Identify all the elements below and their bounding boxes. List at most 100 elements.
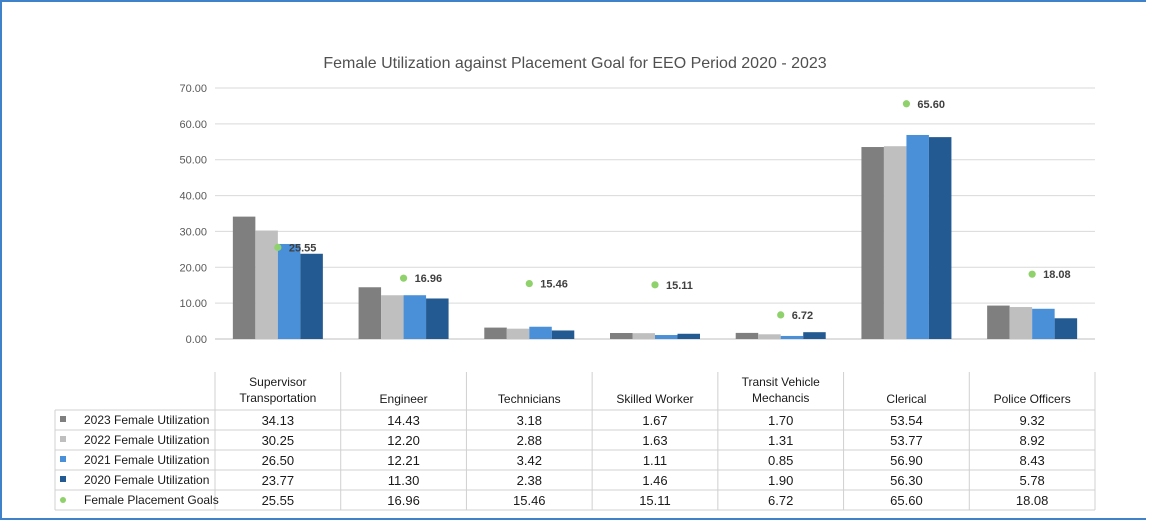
table-cell: 65.60 bbox=[890, 493, 923, 508]
bar bbox=[883, 146, 907, 339]
table-header-label: Transportation bbox=[239, 391, 316, 405]
table-cell: 53.77 bbox=[890, 433, 923, 448]
table-cell: 1.70 bbox=[768, 413, 793, 428]
bar bbox=[232, 216, 256, 339]
table-cell: 1.11 bbox=[643, 453, 667, 468]
bar bbox=[928, 137, 952, 339]
bar bbox=[758, 334, 781, 339]
bar bbox=[987, 305, 1010, 339]
bar bbox=[484, 327, 507, 339]
y-tick-label: 20.00 bbox=[179, 262, 207, 274]
table-cell: 56.30 bbox=[890, 473, 923, 488]
legend-key bbox=[60, 497, 66, 503]
table-cell: 56.90 bbox=[890, 453, 923, 468]
bar bbox=[655, 335, 678, 339]
bar bbox=[255, 230, 278, 339]
table-cell: 3.42 bbox=[517, 453, 542, 468]
goal-data-label: 18.08 bbox=[1043, 269, 1071, 281]
table-cell: 23.77 bbox=[262, 473, 295, 488]
legend-key bbox=[60, 456, 66, 462]
table-cell: 2.38 bbox=[517, 473, 542, 488]
goal-data-label: 25.55 bbox=[289, 242, 317, 254]
table-cell: 1.46 bbox=[642, 473, 667, 488]
goal-data-label: 6.72 bbox=[792, 310, 813, 322]
bar bbox=[300, 253, 323, 339]
legend-entry: Female Placement Goals bbox=[84, 493, 219, 507]
bar bbox=[1054, 318, 1078, 339]
bar bbox=[735, 332, 759, 339]
table-cell: 2.88 bbox=[517, 433, 542, 448]
table-cell: 8.43 bbox=[1019, 453, 1044, 468]
bar bbox=[551, 330, 575, 339]
table-cell: 15.46 bbox=[513, 493, 546, 508]
table-cell: 12.20 bbox=[387, 433, 420, 448]
legend-entry: 2020 Female Utilization bbox=[84, 473, 209, 487]
goal-point bbox=[274, 243, 282, 251]
table-cell: 1.63 bbox=[642, 433, 667, 448]
table-cell: 8.92 bbox=[1019, 433, 1044, 448]
bar bbox=[610, 333, 633, 339]
table-header-label: Police Officers bbox=[994, 392, 1071, 406]
table-cell: 0.85 bbox=[768, 453, 793, 468]
table-cell: 1.67 bbox=[642, 413, 667, 428]
bar bbox=[677, 333, 700, 339]
y-tick-label: 40.00 bbox=[179, 191, 207, 203]
table-cell: 14.43 bbox=[387, 413, 420, 428]
bar bbox=[906, 134, 929, 339]
goal-point bbox=[777, 311, 785, 319]
bar bbox=[358, 287, 382, 339]
table-cell: 34.13 bbox=[262, 413, 295, 428]
table-cell: 11.30 bbox=[388, 473, 420, 488]
bar bbox=[632, 333, 655, 339]
table-cell: 25.55 bbox=[262, 493, 295, 508]
table-header-label: Mechancis bbox=[752, 391, 809, 405]
table-header-label: Clerical bbox=[886, 392, 926, 406]
y-tick-label: 30.00 bbox=[179, 226, 207, 238]
legend-entry: 2023 Female Utilization bbox=[84, 413, 209, 427]
legend-key bbox=[60, 476, 66, 482]
bar bbox=[403, 295, 427, 339]
table-header-label: Skilled Worker bbox=[616, 392, 693, 406]
y-tick-label: 0.00 bbox=[186, 334, 207, 346]
table-header-label: Supervisor bbox=[249, 375, 306, 389]
y-tick-label: 60.00 bbox=[179, 119, 207, 131]
y-tick-label: 10.00 bbox=[179, 298, 207, 310]
y-tick-label: 50.00 bbox=[179, 155, 207, 167]
bar bbox=[506, 328, 530, 339]
legend-key bbox=[60, 436, 66, 442]
bar bbox=[529, 326, 552, 339]
goal-data-label: 65.60 bbox=[917, 99, 945, 111]
table-header-label: Engineer bbox=[380, 392, 428, 406]
bar bbox=[1009, 307, 1033, 339]
bar bbox=[381, 295, 404, 339]
bar bbox=[1032, 308, 1055, 339]
bar bbox=[426, 298, 449, 339]
goal-point bbox=[399, 274, 408, 282]
table-cell: 53.54 bbox=[890, 413, 923, 428]
goal-point bbox=[525, 279, 533, 288]
chart-title: Female Utilization against Placement Goa… bbox=[323, 55, 826, 72]
y-tick-label: 70.00 bbox=[179, 83, 207, 95]
table-cell: 1.31 bbox=[768, 433, 793, 448]
table-cell: 30.25 bbox=[262, 433, 295, 448]
table-cell: 1.90 bbox=[768, 473, 793, 488]
table-cell: 3.18 bbox=[517, 413, 542, 428]
legend-entry: 2022 Female Utilization bbox=[84, 433, 209, 447]
table-cell: 9.32 bbox=[1019, 413, 1044, 428]
table-cell: 12.21 bbox=[387, 453, 420, 468]
goal-point bbox=[902, 100, 911, 108]
bar bbox=[277, 243, 301, 339]
goal-point bbox=[1028, 270, 1036, 278]
table-header-label: Transit Vehicle bbox=[742, 375, 821, 389]
table-header-label: Technicians bbox=[498, 392, 561, 406]
bar bbox=[803, 332, 826, 339]
goal-data-label: 15.11 bbox=[666, 280, 693, 292]
table-cell: 15.11 bbox=[639, 493, 671, 508]
table-cell: 26.50 bbox=[262, 453, 295, 468]
table-cell: 6.72 bbox=[768, 493, 793, 508]
legend-entry: 2021 Female Utilization bbox=[84, 453, 209, 467]
table-cell: 16.96 bbox=[387, 493, 420, 508]
goal-point bbox=[651, 281, 659, 289]
goal-data-label: 16.96 bbox=[415, 273, 443, 285]
